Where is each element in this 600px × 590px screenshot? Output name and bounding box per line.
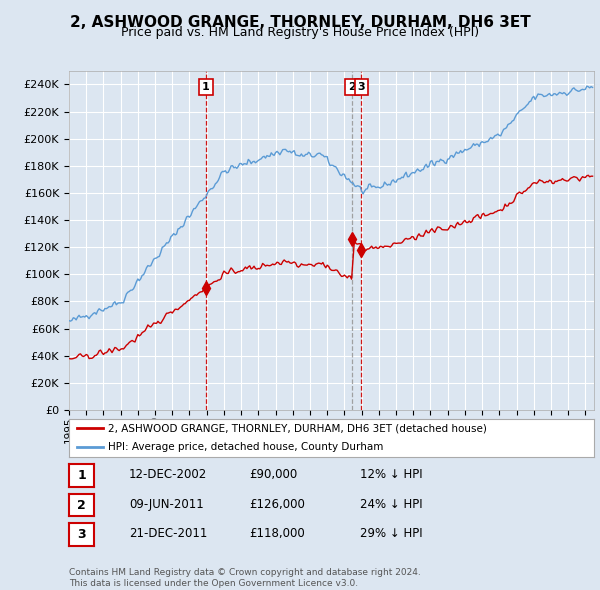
Text: £126,000: £126,000 [249,498,305,511]
Text: £118,000: £118,000 [249,527,305,540]
Text: 24% ↓ HPI: 24% ↓ HPI [360,498,422,511]
Text: Price paid vs. HM Land Registry's House Price Index (HPI): Price paid vs. HM Land Registry's House … [121,26,479,39]
Text: 3: 3 [357,82,365,92]
Text: 2, ASHWOOD GRANGE, THORNLEY, DURHAM, DH6 3ET: 2, ASHWOOD GRANGE, THORNLEY, DURHAM, DH6… [70,15,530,30]
Text: 2, ASHWOOD GRANGE, THORNLEY, DURHAM, DH6 3ET (detached house): 2, ASHWOOD GRANGE, THORNLEY, DURHAM, DH6… [109,424,487,434]
Text: Contains HM Land Registry data © Crown copyright and database right 2024.
This d: Contains HM Land Registry data © Crown c… [69,568,421,588]
Text: 21-DEC-2011: 21-DEC-2011 [129,527,208,540]
Text: 1: 1 [202,82,210,92]
Text: 29% ↓ HPI: 29% ↓ HPI [360,527,422,540]
Text: 1: 1 [77,469,86,482]
Text: 3: 3 [77,528,86,541]
Text: 2: 2 [348,82,356,92]
Text: 09-JUN-2011: 09-JUN-2011 [129,498,204,511]
Text: 12% ↓ HPI: 12% ↓ HPI [360,468,422,481]
Text: 12-DEC-2002: 12-DEC-2002 [129,468,207,481]
Text: HPI: Average price, detached house, County Durham: HPI: Average price, detached house, Coun… [109,441,384,451]
Text: 2: 2 [77,499,86,512]
Text: £90,000: £90,000 [249,468,297,481]
